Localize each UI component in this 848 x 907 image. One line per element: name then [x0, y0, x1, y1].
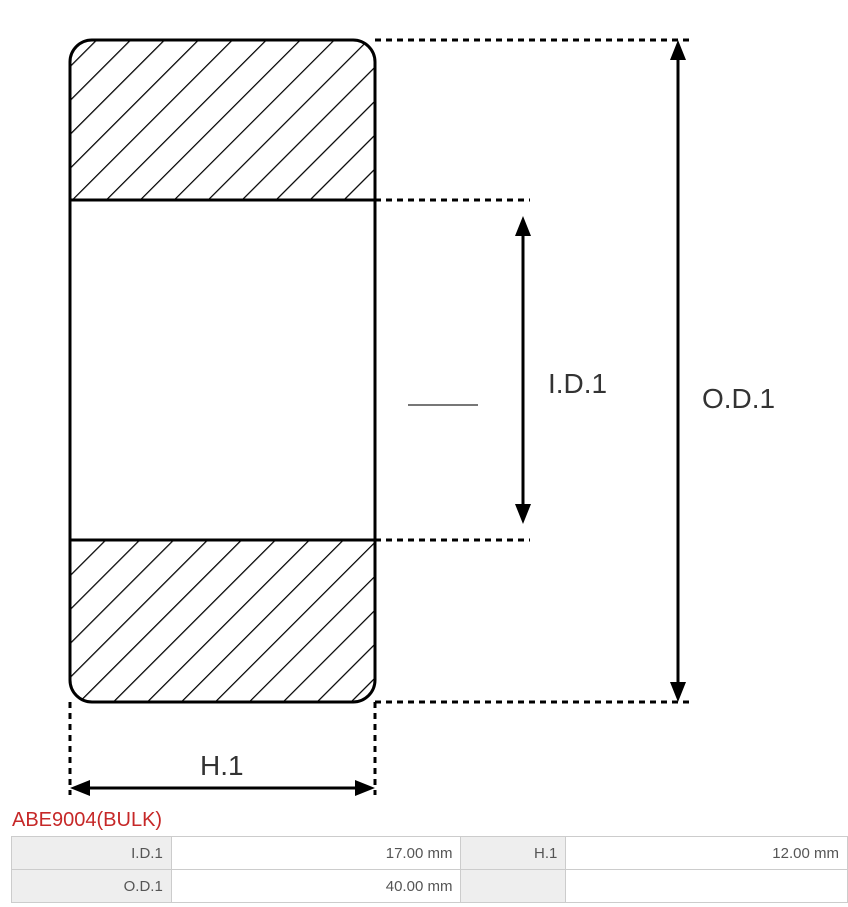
od1-label: O.D.1	[702, 383, 775, 414]
dimensions-table: I.D.117.00 mmH.112.00 mmO.D.140.00 mm	[11, 836, 848, 903]
dim-label	[461, 870, 566, 903]
dim-label: H.1	[461, 837, 566, 870]
dim-value	[566, 870, 848, 903]
product-code-title: ABE9004(BULK)	[0, 805, 848, 836]
dim-label: O.D.1	[12, 870, 172, 903]
dim-value: 12.00 mm	[566, 837, 848, 870]
table-row: O.D.140.00 mm	[12, 870, 848, 903]
table-row: I.D.117.00 mmH.112.00 mm	[12, 837, 848, 870]
h1-label: H.1	[200, 750, 244, 781]
dim-value: 40.00 mm	[171, 870, 461, 903]
bearing-cross-section-diagram: O.D.1 I.D.1 H.1	[0, 0, 848, 805]
dim-value: 17.00 mm	[171, 837, 461, 870]
id1-label: I.D.1	[548, 368, 607, 399]
dim-label: I.D.1	[12, 837, 172, 870]
